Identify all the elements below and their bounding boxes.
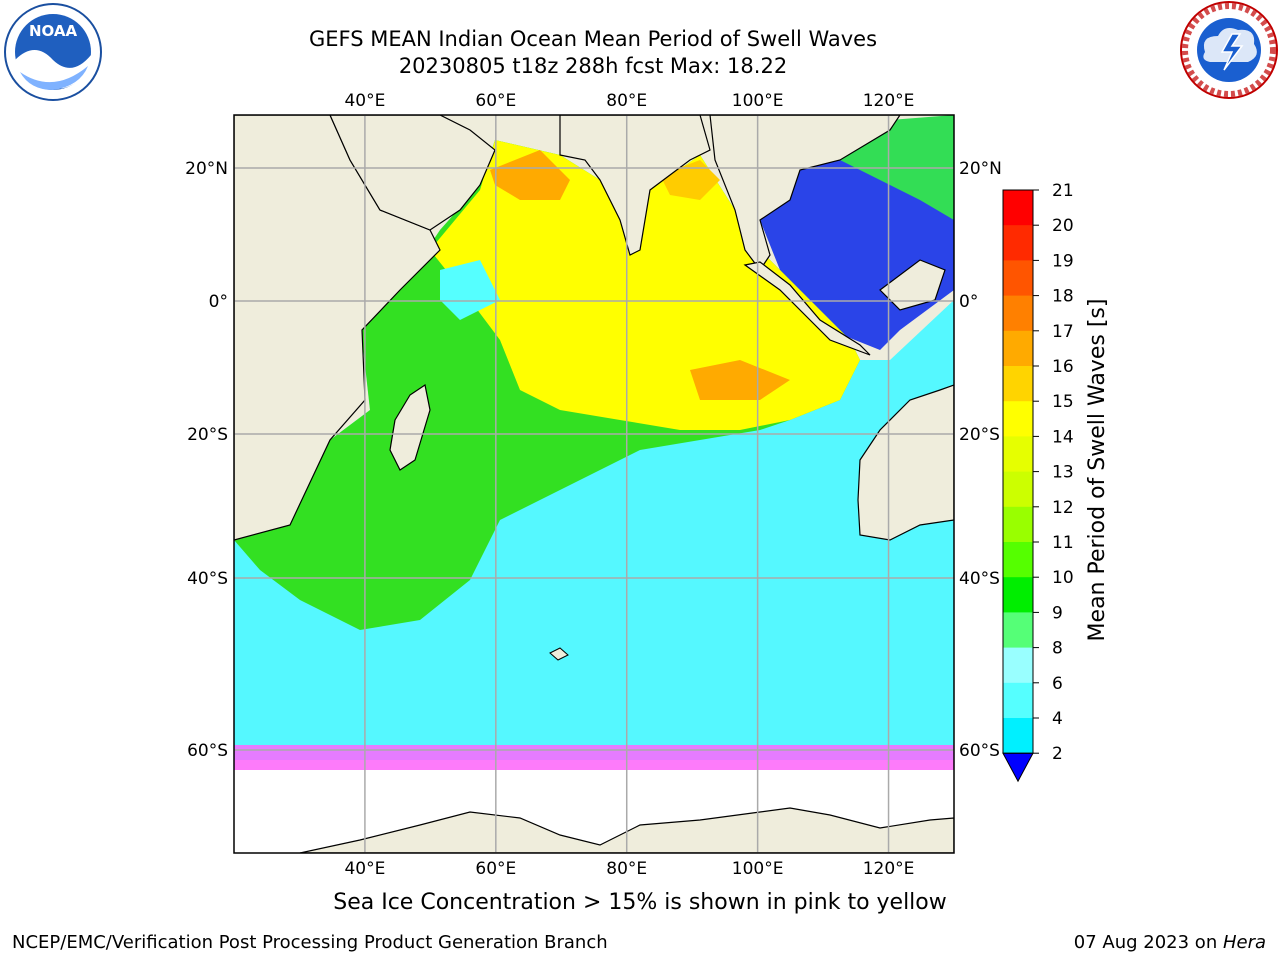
colorbar-tick-label: 13	[1052, 463, 1074, 483]
colorbar-tick-label: 4	[1052, 709, 1063, 729]
lat-label-right: 0°	[959, 292, 978, 312]
india-landmass	[559, 115, 711, 256]
swell-orange-region-central	[690, 360, 790, 400]
colorbar-segment	[1003, 366, 1033, 402]
lat-label-right: 40°S	[959, 569, 1000, 589]
antarctica-landmass	[299, 807, 954, 853]
australia-landmass	[857, 384, 954, 541]
colorbar-tick-label: 12	[1052, 498, 1074, 518]
colorbar-segment	[1003, 542, 1033, 578]
colorbar: 21 20 19 18 17 16 15 14 13 12 11 10 9 8 6 4 2	[1002, 181, 1074, 783]
sea-ice-note: Sea Ice Concentration > 15% is shown in …	[333, 890, 947, 915]
colorbar-segment	[1003, 260, 1033, 297]
sumatra-java-landmass	[743, 261, 871, 356]
colorbar-segment	[1003, 401, 1033, 437]
colorbar-tick-label: 16	[1052, 357, 1074, 377]
colorbar-label: Mean Period of Swell Waves [s]	[1085, 299, 1110, 642]
colorbar-tick-label: 11	[1052, 533, 1074, 553]
colorbar-segment	[1003, 295, 1033, 332]
footer-date: 07 Aug 2023 on Hera	[1074, 932, 1266, 953]
colorbar-tick-label: 9	[1052, 603, 1063, 623]
lon-label-top: 100°E	[732, 91, 784, 111]
colorbar-tick-label: 21	[1052, 181, 1074, 201]
map-axis-labels: 40°E 40°E 60°E 60°E 80°E 80°E 100°E 100°E 120°E 1…	[185, 91, 1002, 879]
map-frame	[233, 114, 955, 854]
colorbar-segment	[1003, 190, 1033, 226]
colorbar-tick-label: 6	[1052, 674, 1063, 694]
colorbar-segment	[1003, 471, 1033, 508]
madagascar-landmass	[389, 384, 431, 471]
colorbar-segment	[1003, 682, 1033, 719]
colorbar-tick-label: 18	[1052, 287, 1074, 307]
figure-title: GEFS MEAN Indian Ocean Mean Period of Sw…	[309, 26, 877, 80]
lon-label-top: 40°E	[344, 91, 385, 111]
colorbar-segment	[1003, 506, 1033, 543]
colorbar-segment	[1003, 612, 1033, 649]
swell-cyan-patch	[440, 260, 500, 320]
lat-label-left: 40°S	[187, 569, 228, 589]
colorbar-tick-label: 15	[1052, 392, 1074, 412]
noaa-logo-text: NOAA	[29, 22, 78, 40]
swell-yellow-region	[430, 140, 860, 430]
lon-label-bottom: 40°E	[344, 859, 385, 879]
footer-credit: NCEP/EMC/Verification Post Processing Pr…	[12, 932, 608, 953]
colorbar-segment	[1003, 330, 1033, 367]
borneo-landmass	[879, 259, 946, 311]
title-line-2: 20230805 t18z 288h fcst Max: 18.22	[398, 54, 788, 78]
colorbar-tick-label: 10	[1052, 568, 1074, 588]
lat-label-left: 0°	[209, 292, 228, 312]
colorbar-segment	[1003, 647, 1033, 684]
colorbar-tick-label: 14	[1052, 427, 1074, 447]
arabia-landmass	[329, 115, 496, 231]
map-area	[234, 115, 954, 853]
nws-logo	[1180, 1, 1278, 99]
colorbar-segment	[1003, 436, 1033, 473]
colorbar-segment	[1003, 577, 1033, 613]
kerguelen-island	[549, 647, 569, 661]
lat-label-left: 20°N	[185, 159, 228, 179]
title-line-1: GEFS MEAN Indian Ocean Mean Period of Sw…	[308, 27, 878, 51]
lat-label-right: 20°N	[959, 159, 1002, 179]
lat-label-right: 20°S	[959, 425, 1000, 445]
colorbar-tick-label: 2	[1052, 744, 1063, 764]
lon-label-bottom: 60°E	[475, 859, 516, 879]
noaa-logo: NOAA	[4, 3, 102, 101]
colorbar-tick-label: 20	[1052, 216, 1074, 236]
sea-ice-band	[234, 745, 954, 770]
colorbar-tick-label: 17	[1052, 322, 1074, 342]
lon-label-bottom: 100°E	[732, 859, 784, 879]
colorbar-segment	[1003, 225, 1033, 261]
colorbar-tick-label: 8	[1052, 639, 1063, 659]
lon-label-top: 120°E	[863, 91, 915, 111]
graticule	[234, 115, 954, 853]
swell-orange-region-arabian	[490, 150, 570, 200]
lat-label-left: 60°S	[187, 741, 228, 761]
colorbar-tick-label: 19	[1052, 251, 1074, 271]
colorbar-extend-arrow	[1002, 752, 1034, 783]
footer-date-text: 07 Aug 2023 on	[1073, 932, 1223, 953]
lon-label-top: 60°E	[475, 91, 516, 111]
footer-host: Hera	[1222, 932, 1266, 953]
lat-label-right: 60°S	[959, 741, 1000, 761]
lat-label-left: 20°S	[187, 425, 228, 445]
lon-label-bottom: 80°E	[606, 859, 647, 879]
colorbar-segment	[1003, 718, 1033, 754]
lon-label-top: 80°E	[606, 91, 647, 111]
lon-label-bottom: 120°E	[863, 859, 915, 879]
